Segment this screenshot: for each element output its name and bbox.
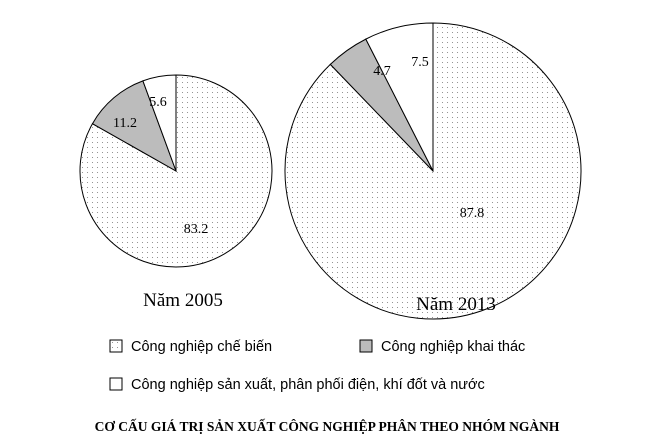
legend-item-dien-khi-nuoc: Công nghiệp sản xuất, phân phối điện, kh… [109, 377, 485, 393]
pie-2013-label-dien-khi-nuoc: 7.5 [411, 55, 429, 70]
legend-label-che-bien: Công nghiệp chế biến [131, 339, 272, 355]
pie-2013-year-label: Năm 2013 [416, 294, 496, 315]
pie-2005-slice-khai-thac [91, 80, 177, 173]
legend-swatch-dien-khi-nuoc [109, 377, 123, 391]
legend: Công nghiệp chế biến Công nghiệp khai th… [109, 339, 525, 393]
pie-2013-label-che-bien: 87.8 [460, 206, 485, 221]
pie-2005-label-dien-khi-nuoc: 5.6 [149, 95, 167, 110]
legend-item-che-bien: Công nghiệp chế biến [109, 339, 272, 355]
pie-2005-slice-dien-khi-nuoc [142, 74, 177, 172]
legend-swatch-khai-thac [359, 339, 373, 353]
legend-item-khai-thac: Công nghiệp khai thác [359, 339, 525, 355]
legend-label-khai-thac: Công nghiệp khai thác [381, 339, 525, 355]
legend-swatch-che-bien [109, 339, 123, 353]
pie-2005-label-che-bien: 83.2 [184, 222, 209, 237]
chart-title: CƠ CẤU GIÁ TRỊ SẢN XUẤT CÔNG NGHIỆP PHÂN… [95, 419, 560, 434]
legend-label-dien-khi-nuoc: Công nghiệp sản xuất, phân phối điện, kh… [131, 377, 485, 393]
pie-2005: 83.2 11.2 5.6 Năm 2005 [79, 74, 273, 311]
pie-2013: 87.8 4.7 7.5 Năm 2013 [284, 22, 582, 320]
pie-2005-year-label: Năm 2005 [143, 290, 223, 311]
pie-2013-slice-dien-khi-nuoc [365, 22, 434, 172]
pie-2005-label-khai-thac: 11.2 [113, 116, 137, 131]
pie-2013-label-khai-thac: 4.7 [373, 64, 391, 79]
